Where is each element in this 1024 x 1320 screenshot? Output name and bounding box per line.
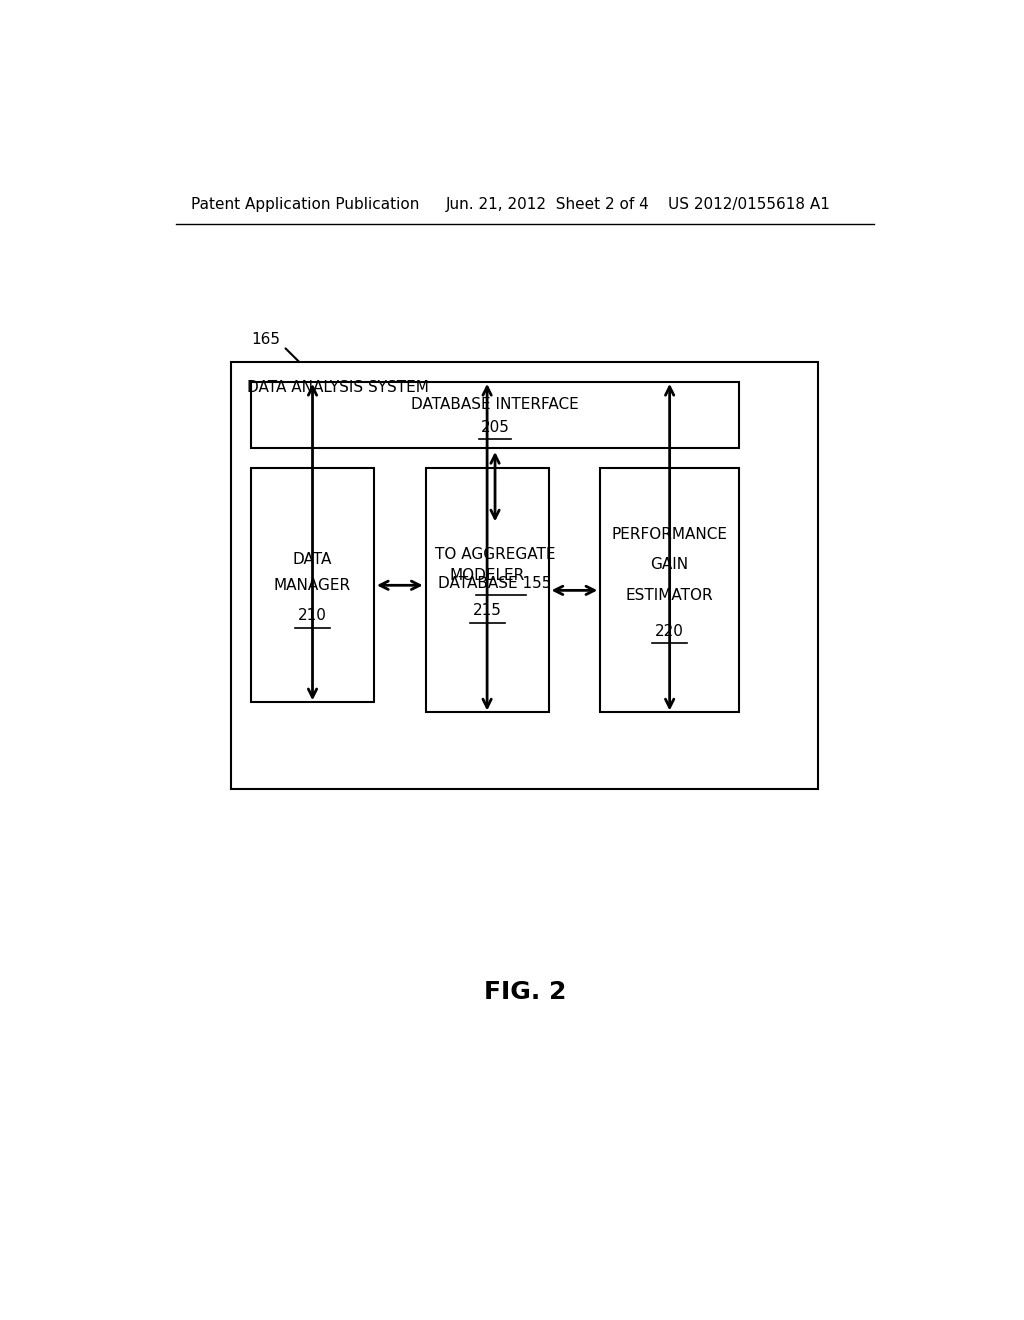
Text: FIG. 2: FIG. 2 <box>483 979 566 1003</box>
Text: DATABASE 155: DATABASE 155 <box>438 576 552 591</box>
Text: DATABASE INTERFACE: DATABASE INTERFACE <box>412 397 579 412</box>
Text: Jun. 21, 2012  Sheet 2 of 4: Jun. 21, 2012 Sheet 2 of 4 <box>445 197 649 211</box>
Text: Patent Application Publication: Patent Application Publication <box>191 197 420 211</box>
Text: GAIN: GAIN <box>650 557 689 573</box>
FancyBboxPatch shape <box>600 469 739 713</box>
FancyBboxPatch shape <box>231 362 818 788</box>
Text: 165: 165 <box>251 331 280 347</box>
Text: US 2012/0155618 A1: US 2012/0155618 A1 <box>668 197 829 211</box>
Text: DATA: DATA <box>293 552 332 568</box>
Text: MANAGER: MANAGER <box>274 578 351 593</box>
Text: DATA ANALYSIS SYSTEM: DATA ANALYSIS SYSTEM <box>247 380 429 395</box>
Text: 210: 210 <box>298 609 327 623</box>
FancyBboxPatch shape <box>251 381 739 447</box>
Text: ESTIMATOR: ESTIMATOR <box>626 587 714 603</box>
Text: PERFORMANCE: PERFORMANCE <box>611 527 728 543</box>
Text: TO AGGREGATE: TO AGGREGATE <box>435 548 555 562</box>
Text: 220: 220 <box>655 623 684 639</box>
FancyBboxPatch shape <box>426 469 549 713</box>
FancyBboxPatch shape <box>251 469 374 702</box>
Text: MODELER: MODELER <box>450 568 524 582</box>
Text: 205: 205 <box>480 420 510 434</box>
Text: 215: 215 <box>473 603 502 618</box>
